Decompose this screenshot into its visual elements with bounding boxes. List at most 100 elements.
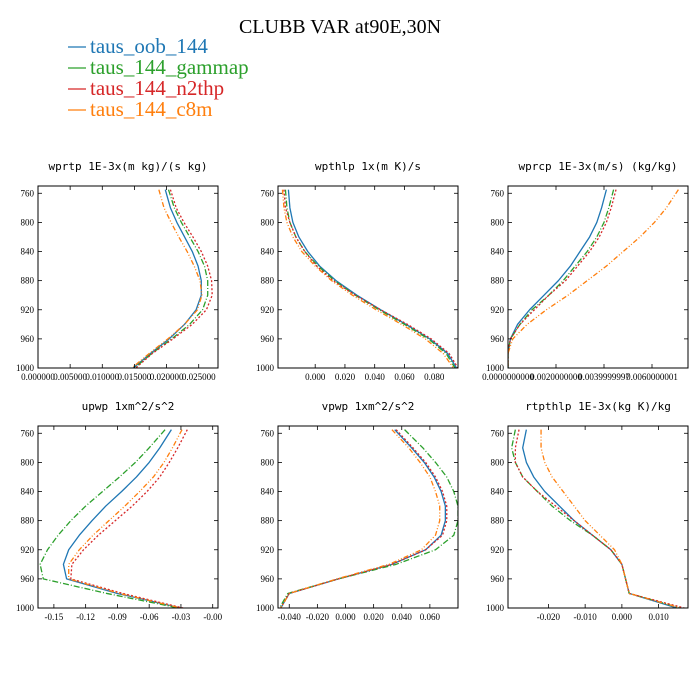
legend-label: taus_144_c8m bbox=[90, 97, 212, 121]
x-tick-label: 0.0039999997 bbox=[578, 372, 630, 382]
legend-item: taus_144_n2thp bbox=[68, 76, 224, 100]
plot-frame bbox=[507, 425, 689, 609]
y-tick-label: 1000 bbox=[486, 603, 505, 613]
x-tick-label: 0.060 bbox=[420, 612, 441, 622]
series-line bbox=[514, 429, 685, 608]
y-tick-label: 960 bbox=[491, 334, 505, 344]
series-line bbox=[132, 189, 202, 368]
series-line bbox=[70, 429, 188, 608]
x-tick-label: 0.040 bbox=[392, 612, 413, 622]
y-tick-label: 880 bbox=[491, 276, 505, 286]
y-tick-label: 760 bbox=[261, 188, 275, 198]
y-tick-label: 920 bbox=[261, 305, 275, 315]
y-tick-label: 800 bbox=[21, 217, 35, 227]
panel-title: wpthlp 1x(m K)/s bbox=[315, 160, 421, 173]
x-tick-label: -0.12 bbox=[76, 612, 95, 622]
panel-5: vpwp 1xm^2/s^27608008408809209601000-0.0… bbox=[256, 400, 459, 622]
series-group bbox=[511, 429, 685, 608]
plot-frame bbox=[37, 425, 219, 609]
series-line bbox=[508, 189, 617, 368]
y-tick-label: 800 bbox=[261, 217, 275, 227]
series-line bbox=[62, 429, 182, 608]
y-tick-label: 800 bbox=[491, 457, 505, 467]
series-line bbox=[135, 189, 213, 368]
y-tick-label: 760 bbox=[21, 428, 35, 438]
panel-title: upwp 1xm^2/s^2 bbox=[82, 400, 175, 413]
plot-frame bbox=[277, 185, 459, 369]
x-tick-label: -0.040 bbox=[278, 612, 302, 622]
panel-title: wprcp 1E-3x(m/s) (kg/kg) bbox=[519, 160, 678, 173]
y-tick-label: 840 bbox=[491, 247, 505, 257]
x-tick-label: 0.025000 bbox=[182, 372, 216, 382]
y-tick-label: 920 bbox=[21, 305, 35, 315]
series-group bbox=[39, 429, 188, 608]
x-tick-label: -0.020 bbox=[306, 612, 330, 622]
x-tick-label: 0.010000 bbox=[85, 372, 119, 382]
y-tick-label: 800 bbox=[21, 457, 35, 467]
y-tick-label: 880 bbox=[21, 516, 35, 526]
x-tick-label: 0.020 bbox=[335, 372, 356, 382]
x-tick-label: -0.15 bbox=[45, 612, 64, 622]
y-tick-label: 840 bbox=[21, 247, 35, 257]
panel-title: wprtp 1E-3x(m kg)/(s kg) bbox=[49, 160, 208, 173]
series-line bbox=[287, 189, 458, 368]
y-tick-label: 1000 bbox=[486, 363, 505, 373]
series-line bbox=[280, 429, 441, 608]
panel-6: rtpthlp 1E-3x(kg K)/kg 760 800 840 880 920 960… bbox=[486, 400, 689, 622]
y-tick-label: 880 bbox=[21, 276, 35, 286]
legend-label: taus_144_n2thp bbox=[90, 76, 224, 100]
panel-4: upwp 1xm^2/s^2 760 800 840 880 920 960 1000 -0.1… bbox=[16, 400, 223, 622]
plot-frame bbox=[507, 185, 689, 369]
x-tick-label: 0.015000 bbox=[118, 372, 152, 382]
series-line bbox=[278, 429, 458, 608]
y-tick-label: 840 bbox=[261, 487, 275, 497]
x-tick-label: -0.010 bbox=[574, 612, 598, 622]
legend: taus_oob_144taus_144_gammaptaus_144_n2th… bbox=[68, 34, 249, 121]
x-tick-label: 0.060 bbox=[394, 372, 415, 382]
plot-frame bbox=[277, 425, 459, 609]
y-tick-label: 800 bbox=[261, 457, 275, 467]
y-tick-label: 960 bbox=[261, 334, 275, 344]
legend-item: taus_144_gammap bbox=[68, 55, 249, 79]
x-tick-label: -0.00 bbox=[203, 612, 222, 622]
panel-1: wprtp 1E-3x(m kg)/(s kg) 760 800 840 880 920 9… bbox=[16, 160, 219, 382]
x-tick-label: 0.000 bbox=[612, 612, 633, 622]
series-line bbox=[508, 189, 679, 368]
plot-frame bbox=[37, 185, 219, 369]
series-line bbox=[508, 189, 608, 368]
panel-2: wpthlp 1x(m K)/s 760 800 840 880 920 960 1000 0.… bbox=[256, 160, 459, 382]
y-tick-label: 880 bbox=[261, 276, 275, 286]
series-group bbox=[508, 189, 679, 368]
x-tick-label: 0.000 bbox=[305, 372, 326, 382]
panel-title: rtpthlp 1E-3x(kg K)/kg bbox=[525, 400, 671, 413]
series-line bbox=[283, 189, 458, 368]
x-tick-label: -0.06 bbox=[140, 612, 159, 622]
legend-item: taus_oob_144 bbox=[68, 34, 208, 58]
panel-title: vpwp 1xm^2/s^2 bbox=[322, 400, 415, 413]
x-tick-label: 0.080 bbox=[424, 372, 445, 382]
series-line bbox=[68, 429, 183, 608]
series-line bbox=[540, 429, 681, 608]
y-tick-label: 1000 bbox=[16, 603, 35, 613]
y-tick-label: 760 bbox=[261, 428, 275, 438]
series-line bbox=[284, 189, 456, 368]
series-group bbox=[278, 429, 458, 608]
series-line bbox=[281, 189, 455, 368]
y-tick-label: 840 bbox=[261, 247, 275, 257]
x-tick-label: 0.040 bbox=[365, 372, 386, 382]
x-tick-label: 0.0000000000 bbox=[482, 372, 534, 382]
series-line bbox=[522, 429, 678, 608]
figure-title: CLUBB VAR at90E,30N bbox=[239, 16, 441, 38]
x-tick-label: 0.0020000000 bbox=[530, 372, 582, 382]
y-tick-label: 800 bbox=[491, 217, 505, 227]
y-tick-label: 960 bbox=[491, 574, 505, 584]
x-tick-label: -0.020 bbox=[537, 612, 561, 622]
x-tick-label: -0.09 bbox=[108, 612, 127, 622]
x-tick-label: 0.020000 bbox=[150, 372, 184, 382]
panel-3: wprcp 1E-3x(m/s) (kg/kg) 760 800 840 880 920 9… bbox=[482, 160, 689, 382]
x-tick-label: 0.000000 bbox=[21, 372, 55, 382]
series-group bbox=[281, 189, 458, 368]
y-tick-label: 760 bbox=[491, 188, 505, 198]
y-tick-label: 960 bbox=[261, 574, 275, 584]
legend-label: taus_144_gammap bbox=[90, 55, 249, 79]
